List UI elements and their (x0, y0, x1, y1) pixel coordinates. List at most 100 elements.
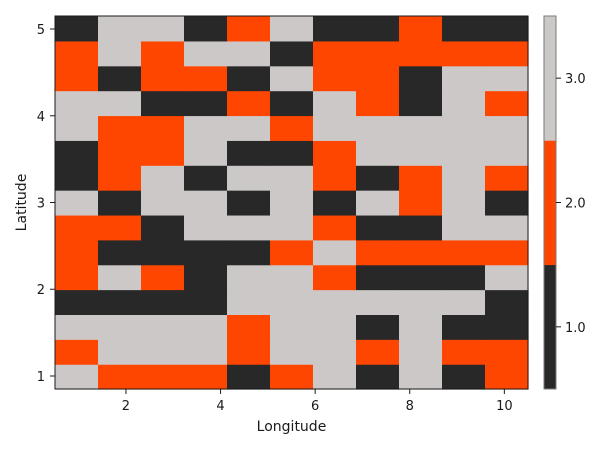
heatmap-cell (141, 90, 185, 117)
x-tick-label: 2 (122, 399, 130, 414)
heatmap-cell (356, 165, 400, 191)
heatmap-cell (356, 364, 400, 390)
heatmap-cell (399, 190, 443, 216)
colorbar-tick-label: 3.0 (565, 72, 586, 87)
heatmap-cell (227, 289, 271, 315)
heatmap-cell (227, 65, 271, 92)
x-axis-title: Longitude (257, 419, 327, 435)
heatmap-cell (399, 16, 443, 42)
heatmap-cell (184, 90, 228, 117)
heatmap-cell (55, 90, 99, 117)
heatmap-cell (442, 115, 486, 141)
heatmap-cell (442, 264, 486, 291)
heatmap-cell (141, 40, 185, 67)
heatmap-cell (313, 314, 357, 340)
heatmap-cell (356, 40, 400, 67)
heatmap-cell (184, 65, 228, 92)
heatmap-cell (55, 165, 99, 191)
y-axis-title: Latitude (14, 174, 30, 232)
heatmap-cell (313, 115, 357, 141)
heatmap-cell (184, 239, 228, 266)
heatmap-cell (399, 314, 443, 340)
heatmap-cell (55, 40, 99, 67)
heatmap-cell (399, 264, 443, 291)
heatmap-cell (141, 364, 185, 390)
heatmap-cell (227, 90, 271, 117)
heatmap-cell (227, 115, 271, 141)
heatmap-cell (485, 90, 529, 117)
heatmap-cell (399, 339, 443, 365)
heatmap-cell (55, 364, 99, 390)
y-axis: 1 2 3 4 5 (37, 23, 55, 385)
heatmap-cell (184, 140, 228, 166)
heatmap-cell (270, 264, 314, 291)
heatmap-cell (98, 165, 142, 191)
heatmap-cell (313, 264, 357, 291)
heatmap-cell (399, 90, 443, 117)
heatmap-cell (141, 264, 185, 291)
heatmap-cell (270, 314, 314, 340)
heatmap-cell (184, 364, 228, 390)
heatmap-cell (98, 289, 142, 315)
heatmap-cell (270, 190, 314, 216)
heatmap-cell (356, 264, 400, 291)
heatmap-cell (270, 90, 314, 117)
heatmap-cell (227, 190, 271, 216)
heatmap-cell (313, 239, 357, 266)
heatmap-cell (485, 140, 529, 166)
heatmap-cell (313, 339, 357, 365)
heatmap-cell (313, 16, 357, 42)
heatmap-cell (55, 115, 99, 141)
heatmap-cell (184, 339, 228, 365)
heatmap-cell (442, 190, 486, 216)
heatmap-cell (55, 190, 99, 216)
heatmap-cell (227, 214, 271, 241)
heatmap-cell (442, 140, 486, 166)
heatmap-cell (184, 40, 228, 67)
heatmap-cell (485, 239, 529, 266)
heatmap-cell (55, 239, 99, 266)
heatmap-cell (98, 364, 142, 390)
y-tick-label: 2 (37, 283, 45, 298)
heatmap-cell (55, 314, 99, 340)
heatmap-cell (141, 140, 185, 166)
heatmap-cell (399, 239, 443, 266)
heatmap-cell (98, 90, 142, 117)
heatmap-cell (485, 339, 529, 365)
heatmap-cell (442, 40, 486, 67)
heatmap-cell (356, 16, 400, 42)
heatmap-cell (313, 364, 357, 390)
y-tick-label: 3 (37, 197, 45, 212)
heatmap-cell (399, 289, 443, 315)
colorbar-tick-label: 1.0 (565, 321, 586, 336)
heatmap-cell (141, 214, 185, 241)
heatmap-cell (141, 115, 185, 141)
heatmap-cell (141, 314, 185, 340)
heatmap-cell (442, 16, 486, 42)
heatmap-cell (356, 65, 400, 92)
y-tick-label: 1 (37, 370, 45, 385)
heatmap-cell (141, 65, 185, 92)
heatmap-cell (98, 214, 142, 241)
heatmap-cell (442, 165, 486, 191)
heatmap-cell (227, 140, 271, 166)
x-tick-label: 8 (406, 399, 414, 414)
heatmap-cell (98, 40, 142, 67)
heatmap-cell (227, 40, 271, 67)
heatmap-cell (270, 40, 314, 67)
heatmap-cell (399, 65, 443, 92)
heatmap-cell (184, 165, 228, 191)
colorbar: 1.0 2.0 3.0 (543, 15, 586, 390)
heatmap-cell (98, 16, 142, 42)
colorbar-segment (544, 16, 556, 141)
heatmap-cell (98, 264, 142, 291)
heatmap-cell (442, 289, 486, 315)
heatmap-cell (313, 90, 357, 117)
x-tick-label: 4 (216, 399, 224, 414)
heatmap-cell (184, 115, 228, 141)
heatmap-cell (270, 115, 314, 141)
heatmap-cell (227, 16, 271, 42)
heatmap-cell (356, 190, 400, 216)
heatmap-cell (313, 140, 357, 166)
